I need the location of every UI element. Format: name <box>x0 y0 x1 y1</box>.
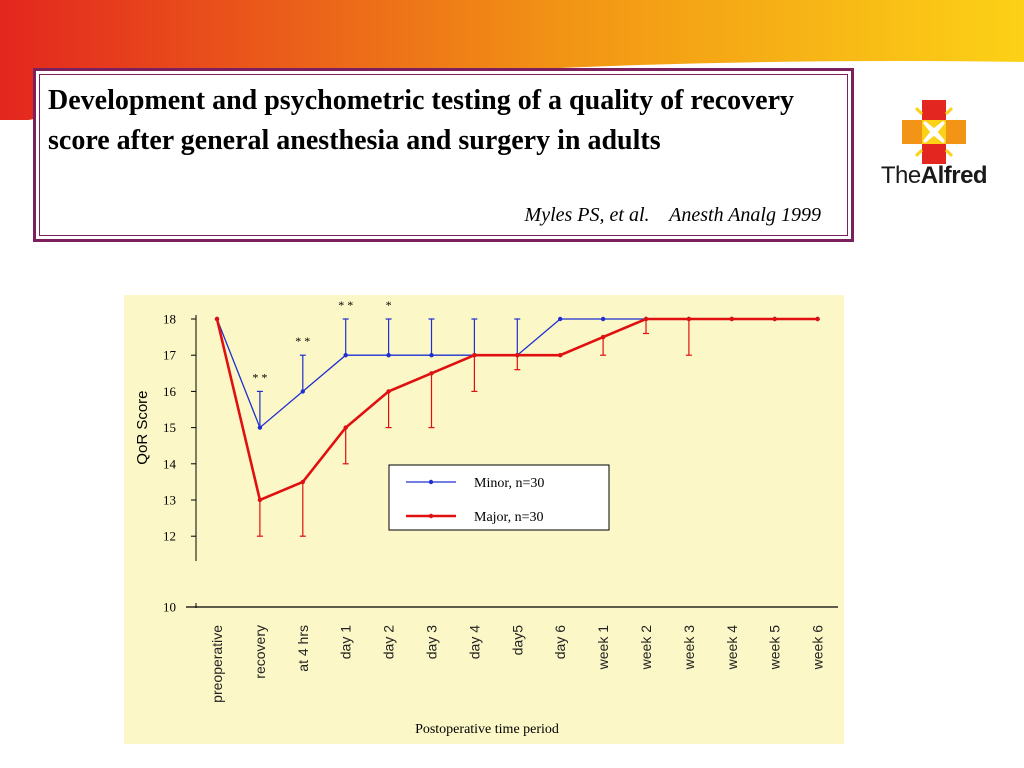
data-point <box>686 316 692 322</box>
y-tick-label: 10 <box>163 600 176 615</box>
header-gradient-band <box>0 0 1024 120</box>
significance-marker: * * <box>295 334 310 348</box>
logo-text-bold: Alfred <box>920 162 988 189</box>
alfred-logo: TheAlfred <box>872 100 996 196</box>
x-tick-label: day 4 <box>466 625 482 659</box>
data-point <box>429 353 434 358</box>
x-tick-label: week 1 <box>595 625 611 671</box>
data-point <box>343 353 348 358</box>
x-tick-label: day 3 <box>424 625 440 659</box>
y-tick-label: 14 <box>163 456 177 471</box>
data-point <box>558 353 563 358</box>
data-point <box>772 316 777 322</box>
significance-marker: * <box>386 298 392 312</box>
x-tick-label: recovery <box>252 625 268 679</box>
x-tick-label: week 5 <box>767 625 783 671</box>
data-point <box>300 389 305 394</box>
x-tick-label: day 6 <box>552 625 568 659</box>
slide-title: Development and psychometric testing of … <box>48 85 795 156</box>
legend-label: Major, n=30 <box>474 510 544 525</box>
data-point <box>386 353 391 358</box>
logo-wordmark: TheAlfred <box>872 162 996 190</box>
y-tick-label: 13 <box>163 493 176 508</box>
qor-line-chart: 10 12 13 14 15 16 17 18 QoR Score preoperative rec… <box>134 298 838 737</box>
x-tick-label: week 2 <box>638 625 654 671</box>
logo-text-prefix: The <box>880 162 921 189</box>
data-point <box>558 316 563 322</box>
data-point <box>300 479 305 485</box>
x-axis-label: Postoperative time period <box>415 722 559 737</box>
significance-marker: * * <box>252 370 267 384</box>
legend-swatch-marker <box>428 513 434 519</box>
x-tick-label: day 2 <box>381 625 397 659</box>
alfred-cross-icon <box>902 100 966 164</box>
data-point <box>386 389 391 394</box>
x-tick-label: preoperative <box>209 625 225 703</box>
data-point <box>214 316 220 322</box>
title-box: Development and psychometric testing of … <box>33 68 854 242</box>
x-tick-label: at 4 hrs <box>295 625 311 672</box>
data-point <box>257 497 263 503</box>
title-box-inner-border <box>39 74 848 236</box>
citation: Myles PS, et al. Anesth Analg 1999 <box>524 204 821 226</box>
legend-box <box>388 464 610 531</box>
legend-swatch-marker <box>428 479 434 485</box>
data-point <box>343 425 348 430</box>
data-point <box>515 353 520 358</box>
y-axis-label: QoR Score <box>134 390 151 464</box>
data-point <box>815 316 820 322</box>
x-tick-label: day 1 <box>338 625 354 659</box>
data-point <box>600 316 606 322</box>
y-tick-label: 12 <box>163 529 176 544</box>
x-tick-label: week 6 <box>810 625 826 671</box>
data-point <box>600 334 606 340</box>
data-point <box>429 371 434 376</box>
chart-panel: 10 12 13 14 15 16 17 18 QoR Score preoperative rec… <box>124 295 844 744</box>
data-point <box>472 353 477 358</box>
y-tick-label: 17 <box>163 348 177 363</box>
y-tick-label: 18 <box>163 312 176 327</box>
legend-label: Minor, n=30 <box>474 476 544 491</box>
y-tick-label: 15 <box>163 420 176 435</box>
x-tick-label: week 4 <box>724 625 740 671</box>
y-tick-label: 16 <box>163 384 177 399</box>
significance-marker: * * <box>338 298 353 312</box>
data-point <box>643 316 649 322</box>
data-point <box>729 316 734 322</box>
x-tick-label: day5 <box>509 625 525 656</box>
x-tick-label: week 3 <box>681 625 697 671</box>
data-point <box>257 425 263 430</box>
